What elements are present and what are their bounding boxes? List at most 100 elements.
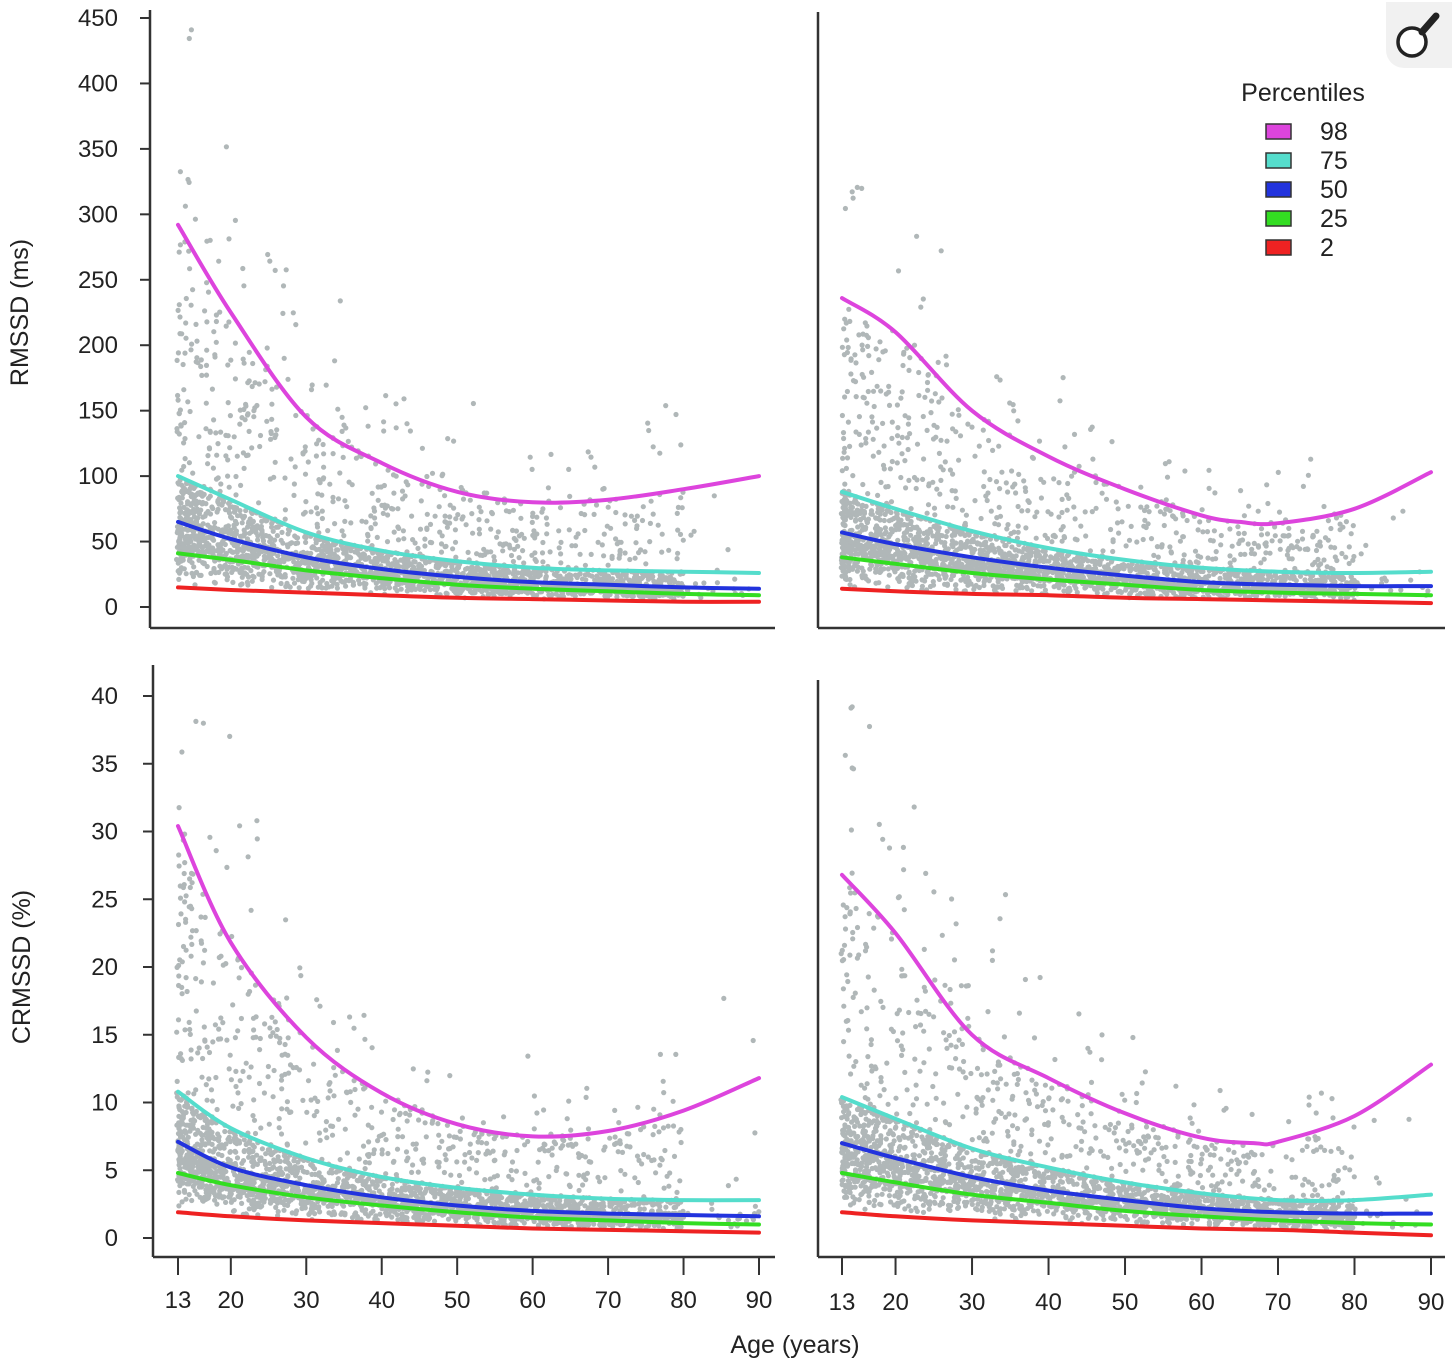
scatter-point [404, 588, 410, 594]
scatter-point [198, 363, 204, 370]
scatter-point [184, 513, 190, 519]
scatter-point [516, 555, 522, 561]
scatter-point [206, 549, 212, 555]
scatter-point [1026, 556, 1032, 562]
scatter-point [1305, 472, 1311, 478]
scatter-point [981, 483, 987, 490]
scatter-point [291, 492, 297, 498]
scatter-point [1108, 526, 1114, 533]
scatter-point [422, 543, 428, 549]
scatter-point [1056, 514, 1062, 520]
scatter-point [203, 510, 209, 517]
scatter-point [601, 485, 607, 492]
scatter-point [845, 344, 851, 351]
scatter-point [994, 584, 1000, 590]
scatter-point [484, 490, 490, 496]
scatter-point [558, 539, 564, 546]
scatter-point [451, 505, 457, 511]
scatter-point [252, 380, 258, 386]
scatter-point [183, 538, 189, 545]
scatter-point [640, 504, 646, 510]
scatter-point [423, 560, 429, 566]
y-tick-label: 50 [91, 529, 118, 556]
scatter-point [186, 460, 192, 466]
scatter-point [291, 481, 297, 487]
scatter-point [232, 376, 238, 382]
scatter-point [296, 585, 302, 591]
scatter-point [288, 456, 294, 462]
scatter-point [223, 453, 229, 459]
scatter-point [188, 27, 194, 33]
scatter-point [469, 510, 475, 517]
scatter-point [1022, 485, 1028, 491]
scatter-point [283, 267, 289, 273]
scatter-point [515, 543, 521, 549]
scatter-point [978, 515, 984, 522]
scatter-point [319, 508, 325, 514]
scatter-point [1015, 418, 1021, 424]
scatter-point [460, 514, 466, 520]
scatter-point [992, 549, 998, 555]
scatter-point [175, 350, 181, 356]
scatter-point [673, 411, 679, 418]
scatter-point [997, 377, 1003, 383]
scatter-point [203, 535, 209, 541]
scatter-point [1168, 549, 1174, 555]
scatter-point [1280, 533, 1286, 539]
scatter-point [476, 531, 483, 537]
scatter-point [853, 360, 859, 366]
scatter-point [269, 524, 275, 530]
scatter-point [488, 526, 494, 532]
scatter-point [1241, 513, 1247, 519]
scatter-point [1251, 540, 1257, 547]
scatter-point [188, 485, 194, 491]
scatter-point [238, 482, 244, 488]
scatter-point [1020, 554, 1026, 560]
scatter-point [394, 581, 400, 587]
scatter-point [919, 583, 926, 589]
scatter-point [303, 499, 309, 505]
scatter-point [270, 577, 277, 583]
scatter-point [452, 539, 459, 545]
scatter-point [476, 526, 482, 532]
scatter-point [1313, 547, 1320, 554]
scatter-point [510, 571, 516, 577]
scatter-point [556, 528, 562, 534]
scatter-point [381, 419, 387, 425]
scatter-point [911, 536, 917, 542]
scatter-point [940, 561, 946, 567]
scatter-point [181, 504, 187, 510]
scatter-point [874, 425, 880, 431]
scatter-point [182, 436, 188, 442]
scatter-point [925, 387, 931, 393]
scatter-point [214, 452, 220, 458]
scatter-point [617, 547, 623, 553]
scatter-point [261, 553, 267, 559]
scatter-point [691, 528, 697, 534]
scatter-point [901, 351, 907, 357]
scatter-point [249, 529, 255, 535]
scatter-point [196, 557, 202, 563]
scatter-point [518, 515, 524, 521]
scatter-point [934, 424, 940, 430]
scatter-point [249, 383, 255, 390]
scatter-point [520, 571, 526, 577]
scatter-point [847, 443, 853, 449]
scatter-point [267, 571, 273, 577]
scatter-point [529, 519, 535, 526]
scatter-point [1325, 537, 1331, 543]
scatter-point [1227, 560, 1233, 566]
scatter-point [282, 475, 288, 481]
scatter-point [211, 417, 217, 423]
scatter-point [325, 528, 331, 534]
scatter-point [453, 516, 459, 522]
scatter-point [280, 540, 286, 546]
scatter-point [1028, 549, 1035, 555]
scatter-point [1264, 577, 1271, 583]
scatter-point [616, 555, 622, 561]
scatter-point [513, 537, 519, 544]
scatter-point [292, 533, 298, 539]
scatter-point [858, 508, 865, 514]
scatter-point [1025, 508, 1031, 514]
scatter-point [513, 528, 520, 534]
